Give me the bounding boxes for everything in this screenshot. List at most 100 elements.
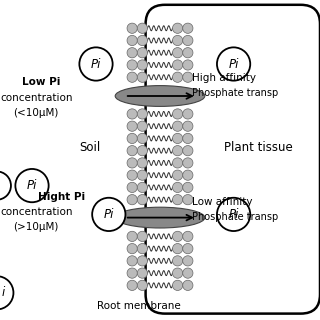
Circle shape xyxy=(172,170,183,180)
Text: Low affinity: Low affinity xyxy=(192,197,252,207)
Circle shape xyxy=(217,47,250,81)
Circle shape xyxy=(137,170,148,180)
Circle shape xyxy=(15,169,49,202)
Circle shape xyxy=(137,256,148,266)
Circle shape xyxy=(172,158,183,168)
Circle shape xyxy=(137,244,148,254)
Circle shape xyxy=(172,146,183,156)
Circle shape xyxy=(127,231,137,242)
Text: (<10μM): (<10μM) xyxy=(13,108,58,118)
Circle shape xyxy=(172,256,183,266)
Text: Root membrane: Root membrane xyxy=(97,300,181,311)
Circle shape xyxy=(172,72,183,82)
Circle shape xyxy=(137,72,148,82)
Circle shape xyxy=(127,60,137,70)
Circle shape xyxy=(172,23,183,33)
Circle shape xyxy=(127,170,137,180)
Circle shape xyxy=(127,121,137,131)
Circle shape xyxy=(172,133,183,144)
Circle shape xyxy=(183,268,193,278)
Circle shape xyxy=(127,146,137,156)
Circle shape xyxy=(137,60,148,70)
Circle shape xyxy=(172,231,183,242)
Circle shape xyxy=(183,60,193,70)
Circle shape xyxy=(137,195,148,205)
Text: Pi: Pi xyxy=(91,58,101,70)
Text: Low Pi: Low Pi xyxy=(22,76,61,87)
Circle shape xyxy=(127,133,137,144)
Circle shape xyxy=(127,36,137,46)
Circle shape xyxy=(0,172,11,200)
Circle shape xyxy=(137,121,148,131)
Circle shape xyxy=(183,48,193,58)
Text: Hight Pi: Hight Pi xyxy=(38,192,85,202)
Text: Phosphate transp: Phosphate transp xyxy=(192,88,278,98)
Circle shape xyxy=(183,170,193,180)
Circle shape xyxy=(172,121,183,131)
Circle shape xyxy=(183,121,193,131)
Circle shape xyxy=(137,158,148,168)
Ellipse shape xyxy=(115,207,205,228)
Text: concentration: concentration xyxy=(0,207,73,217)
Circle shape xyxy=(172,195,183,205)
Circle shape xyxy=(137,280,148,291)
Text: Pi: Pi xyxy=(228,208,239,221)
Circle shape xyxy=(183,72,193,82)
Circle shape xyxy=(92,198,125,231)
Circle shape xyxy=(137,146,148,156)
Circle shape xyxy=(127,280,137,291)
Circle shape xyxy=(183,256,193,266)
Circle shape xyxy=(172,109,183,119)
Circle shape xyxy=(172,268,183,278)
Circle shape xyxy=(172,182,183,193)
Circle shape xyxy=(183,133,193,144)
Circle shape xyxy=(137,23,148,33)
Text: Pi: Pi xyxy=(228,58,239,70)
Circle shape xyxy=(127,256,137,266)
Circle shape xyxy=(183,36,193,46)
Circle shape xyxy=(172,36,183,46)
Circle shape xyxy=(137,109,148,119)
Text: High affinity: High affinity xyxy=(192,73,256,83)
Circle shape xyxy=(183,182,193,193)
Circle shape xyxy=(137,268,148,278)
Circle shape xyxy=(137,36,148,46)
Circle shape xyxy=(172,60,183,70)
Text: i: i xyxy=(2,286,5,299)
Circle shape xyxy=(127,182,137,193)
Circle shape xyxy=(137,133,148,144)
Circle shape xyxy=(127,109,137,119)
Circle shape xyxy=(127,48,137,58)
Circle shape xyxy=(127,268,137,278)
Circle shape xyxy=(217,198,250,231)
Circle shape xyxy=(127,72,137,82)
Circle shape xyxy=(172,280,183,291)
Text: Pi: Pi xyxy=(104,208,114,221)
Circle shape xyxy=(172,244,183,254)
Circle shape xyxy=(183,280,193,291)
Circle shape xyxy=(0,276,13,309)
Circle shape xyxy=(137,48,148,58)
Text: Soil: Soil xyxy=(79,141,100,154)
Circle shape xyxy=(127,158,137,168)
Circle shape xyxy=(183,109,193,119)
Circle shape xyxy=(183,158,193,168)
Text: Phosphate transp: Phosphate transp xyxy=(192,212,278,222)
Circle shape xyxy=(183,231,193,242)
Text: Plant tissue: Plant tissue xyxy=(224,141,293,154)
Text: (>10μM): (>10μM) xyxy=(13,221,58,232)
Text: concentration: concentration xyxy=(0,92,73,103)
Circle shape xyxy=(137,182,148,193)
Circle shape xyxy=(183,195,193,205)
Circle shape xyxy=(137,231,148,242)
Circle shape xyxy=(127,244,137,254)
Ellipse shape xyxy=(115,86,205,107)
Circle shape xyxy=(183,244,193,254)
FancyBboxPatch shape xyxy=(146,5,320,314)
Circle shape xyxy=(127,195,137,205)
Circle shape xyxy=(172,48,183,58)
Text: Pi: Pi xyxy=(27,179,37,192)
Circle shape xyxy=(79,47,113,81)
Circle shape xyxy=(183,23,193,33)
Circle shape xyxy=(127,23,137,33)
